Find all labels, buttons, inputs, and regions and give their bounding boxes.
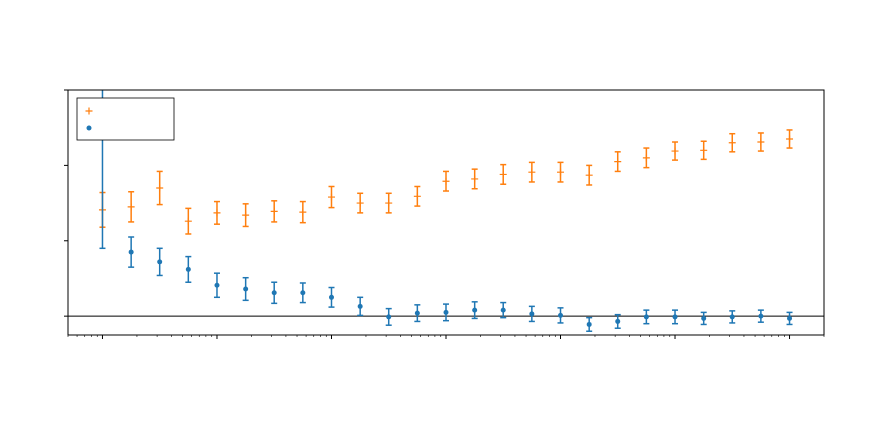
- plot-area: [68, 90, 824, 332]
- marker: [642, 154, 650, 162]
- marker: [614, 158, 622, 166]
- marker: [558, 312, 564, 318]
- marker: [499, 170, 507, 178]
- marker: [356, 199, 364, 207]
- marker: [643, 314, 649, 320]
- marker: [615, 318, 621, 324]
- marker: [300, 290, 306, 296]
- marker: [328, 294, 334, 300]
- marker: [529, 311, 535, 317]
- marker: [557, 168, 565, 176]
- marker: [729, 314, 735, 320]
- marker: [327, 193, 335, 201]
- marker: [357, 303, 363, 309]
- marker: [672, 314, 678, 320]
- marker: [270, 207, 278, 215]
- legend-marker: [86, 125, 92, 131]
- marker: [758, 313, 764, 319]
- marker: [700, 146, 708, 154]
- marker: [242, 211, 250, 219]
- marker: [500, 307, 506, 313]
- marker: [214, 282, 220, 288]
- marker: [185, 266, 191, 272]
- marker: [156, 184, 164, 192]
- marker: [213, 209, 221, 217]
- marker: [786, 135, 794, 143]
- marker: [586, 321, 592, 327]
- marker: [299, 208, 307, 216]
- marker: [413, 192, 421, 200]
- marker: [787, 315, 793, 321]
- marker: [385, 199, 393, 207]
- marker: [701, 315, 707, 321]
- marker: [271, 290, 277, 296]
- marker: [128, 249, 134, 255]
- marker: [157, 259, 163, 265]
- marker: [414, 310, 420, 316]
- marker: [184, 217, 192, 225]
- marker: [443, 309, 449, 315]
- marker: [757, 138, 765, 146]
- marker: [472, 307, 478, 313]
- marker: [386, 314, 392, 320]
- legend-marker: [85, 107, 93, 115]
- marker: [728, 139, 736, 147]
- marker: [243, 286, 249, 292]
- marker: [127, 203, 135, 211]
- marker: [471, 175, 479, 183]
- axes-frame: [67, 89, 825, 336]
- marker: [671, 147, 679, 155]
- marker: [442, 177, 450, 185]
- legend-box: [76, 97, 175, 141]
- marker: [528, 168, 536, 176]
- marker: [585, 171, 593, 179]
